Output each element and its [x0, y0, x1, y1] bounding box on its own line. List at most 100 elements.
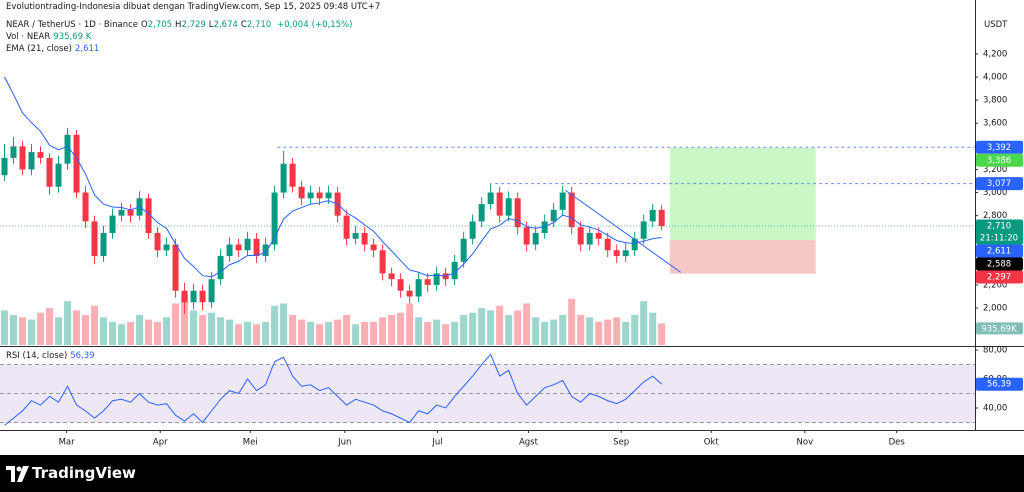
volume-bar [136, 315, 144, 345]
candle-body [235, 244, 242, 251]
volume-bar [595, 321, 603, 345]
volume-bar [235, 324, 243, 345]
volume-bar [658, 323, 666, 345]
ohlc-key: L [208, 20, 214, 30]
volume-bar [523, 303, 531, 345]
currency: USDT [984, 20, 1008, 30]
volume-bar [10, 315, 18, 345]
candle-body [532, 232, 539, 245]
candle-body [244, 238, 251, 251]
volume-bar [478, 308, 486, 345]
candle-body [10, 146, 17, 158]
candle-body [343, 215, 350, 239]
ohlc-key: C [240, 20, 247, 30]
price-badge [976, 257, 1023, 271]
x-tick-label: Sep [613, 438, 629, 448]
ema-name: EMA (21, close) [6, 44, 72, 54]
volume-bar [622, 321, 630, 345]
volume-bar [127, 321, 135, 345]
candle-body [289, 163, 296, 187]
volume-bar [559, 315, 567, 345]
x-tick-label: Des [889, 438, 906, 448]
candle-body [64, 134, 71, 164]
rsi-legend: RSI (14, close) 56,39 [6, 351, 98, 362]
ema-line [4, 76, 662, 278]
volume-bar [91, 305, 99, 345]
candle-body [37, 152, 44, 158]
candle-body [127, 209, 134, 216]
candle-body [586, 232, 593, 245]
y-tick-label: 4,200 [983, 49, 1007, 59]
volume-bar [325, 321, 333, 345]
candle-body [505, 198, 512, 216]
candle-body [352, 232, 359, 239]
candle-body [163, 244, 170, 251]
symbol-legend: NEAR / TetherUS · 1D · Binance O2,705 H2,7… [6, 20, 355, 31]
volume-bar [469, 312, 477, 345]
rsi-value: 56,39 [70, 351, 95, 361]
rsi-name: RSI (14, close) [6, 351, 68, 361]
volume-bar [586, 317, 594, 345]
volume-bar [217, 317, 225, 345]
volume-bar [289, 315, 297, 345]
candle-body [298, 186, 305, 199]
volume-bar [451, 321, 459, 345]
candle-body [100, 232, 107, 257]
y-tick-label: 3,800 [983, 96, 1007, 106]
logo-text: TradingView [32, 464, 136, 482]
volume-bar [514, 310, 522, 345]
volume-bar [28, 319, 36, 345]
candle-body [325, 192, 332, 199]
price-badge-label: 2,297 [987, 273, 1011, 283]
volume-bar [442, 324, 450, 345]
volume-bar [253, 324, 261, 345]
volume-name: Vol · NEAR [6, 32, 51, 42]
change: +0,004 [277, 20, 309, 30]
volume-bar [550, 319, 558, 345]
volume-bar [208, 312, 216, 345]
candle-body [370, 244, 377, 251]
chart: 4,200 4,000 3,800 3,600 3,200 3,000 2,800 2,200… [0, 0, 1024, 448]
volume-bar [613, 317, 621, 345]
candle-body [640, 221, 647, 239]
candle-body [28, 152, 35, 170]
candle-body [622, 250, 629, 257]
x-tick-label: Mar [59, 438, 76, 448]
candle-body [379, 250, 386, 274]
candle-body [487, 192, 494, 205]
volume-bar [64, 301, 72, 345]
candle-body [613, 250, 620, 257]
volume-bar [262, 321, 270, 345]
price-badge [976, 377, 1023, 391]
price-badge [976, 153, 1023, 167]
volume-bar [190, 310, 198, 345]
volume-bar [631, 315, 639, 345]
ohlc-value: 2,729 [181, 20, 206, 30]
candle-body [280, 163, 287, 193]
volume-bar [73, 310, 81, 345]
price-badge-label: 3,386 [987, 156, 1011, 166]
price-badge [976, 140, 1023, 154]
volume-bar [505, 315, 513, 345]
y-tick-label: 4,000 [983, 73, 1007, 83]
ohlc-value: 2,674 [213, 20, 238, 30]
candle-body [460, 238, 467, 262]
x-tick-label: Mei [243, 438, 258, 448]
volume-bar [19, 317, 27, 345]
volume-bar [244, 321, 252, 345]
candle-body [181, 290, 188, 303]
volume-bar [109, 321, 117, 345]
volume-bar [640, 301, 648, 345]
volume-bar [406, 303, 414, 345]
volume-bar [334, 319, 342, 345]
volume-bar [370, 321, 378, 345]
price-badge-label: 56,39 [987, 380, 1011, 390]
volume-bar [316, 324, 324, 345]
volume-bar [145, 319, 153, 345]
price-badge-label: 935,69K [981, 324, 1017, 334]
volume-bar [361, 321, 369, 345]
volume-bar [37, 312, 45, 345]
trend-line [565, 189, 681, 273]
candle-body [559, 192, 566, 210]
